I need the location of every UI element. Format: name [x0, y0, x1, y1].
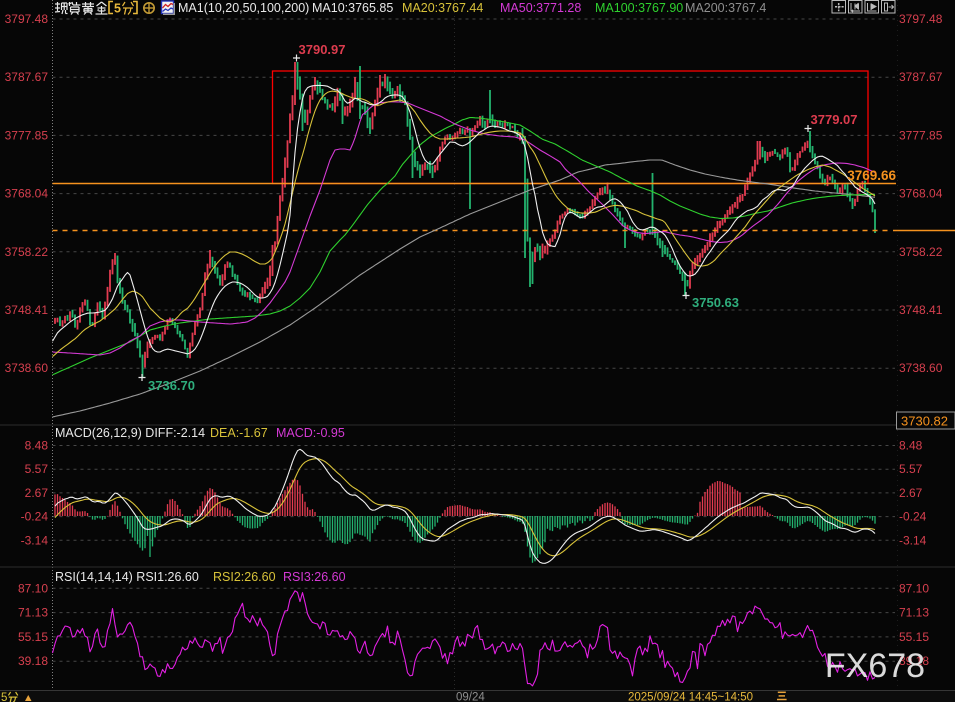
svg-text:MA200:3767.4: MA200:3767.4 [685, 1, 766, 15]
svg-text:MA100:3767.90: MA100:3767.90 [595, 1, 683, 15]
svg-text:-0.24: -0.24 [899, 510, 927, 524]
svg-text:39.18: 39.18 [899, 654, 929, 668]
svg-text:3736.70: 3736.70 [148, 378, 195, 393]
svg-text:DEA:-1.67: DEA:-1.67 [210, 426, 268, 440]
svg-text:55.15: 55.15 [899, 630, 929, 644]
svg-text:MA1(10,20,50,100,200): MA1(10,20,50,100,200) [178, 1, 309, 15]
svg-text:09/24: 09/24 [456, 692, 485, 702]
svg-text:MACD(26,12,9) DIFF:-2.14: MACD(26,12,9) DIFF:-2.14 [55, 426, 205, 440]
svg-text:8.48: 8.48 [25, 439, 49, 453]
svg-text:3768.04: 3768.04 [5, 187, 49, 201]
svg-text:2.67: 2.67 [25, 486, 49, 500]
svg-text:FX678: FX678 [825, 647, 925, 685]
svg-text:MACD:-0.95: MACD:-0.95 [276, 426, 345, 440]
svg-text:3738.60: 3738.60 [5, 361, 49, 375]
svg-text:2.67: 2.67 [899, 486, 923, 500]
svg-text:MA10:3765.85: MA10:3765.85 [312, 1, 393, 15]
svg-text:8.48: 8.48 [899, 439, 923, 453]
svg-text:87.10: 87.10 [18, 581, 48, 595]
svg-text:3768.04: 3768.04 [899, 187, 943, 201]
svg-text:RSI(14,14,14) RSI1:26.60: RSI(14,14,14) RSI1:26.60 [55, 570, 199, 584]
svg-text:3787.67: 3787.67 [899, 70, 943, 84]
svg-text:3797.48: 3797.48 [899, 12, 943, 26]
svg-text:5: 5 [1, 692, 7, 702]
svg-text:71.13: 71.13 [18, 606, 48, 620]
svg-text:3769.66: 3769.66 [847, 168, 896, 183]
svg-text:3750.63: 3750.63 [692, 295, 739, 310]
svg-text:5: 5 [114, 2, 121, 16]
svg-text:RSI2:26.60: RSI2:26.60 [213, 570, 276, 584]
svg-text:3758.22: 3758.22 [5, 245, 49, 259]
svg-text:3787.67: 3787.67 [5, 70, 49, 84]
svg-text:3738.60: 3738.60 [899, 361, 943, 375]
svg-text:3777.85: 3777.85 [899, 128, 943, 142]
svg-text:3730.82: 3730.82 [901, 414, 948, 429]
svg-text:5.57: 5.57 [25, 462, 49, 476]
svg-text:55.15: 55.15 [18, 630, 48, 644]
svg-text:3748.41: 3748.41 [899, 303, 943, 317]
svg-text:MA20:3767.44: MA20:3767.44 [402, 1, 483, 15]
svg-text:2025/09/24 14:45~14:50: 2025/09/24 14:45~14:50 [628, 692, 753, 702]
svg-text:3748.41: 3748.41 [5, 303, 49, 317]
svg-text:3777.85: 3777.85 [5, 128, 49, 142]
svg-text:-0.24: -0.24 [21, 510, 49, 524]
svg-text:-3.14: -3.14 [899, 533, 927, 547]
svg-text:MA50:3771.28: MA50:3771.28 [500, 1, 581, 15]
svg-text:3758.22: 3758.22 [899, 245, 943, 259]
svg-text:5.57: 5.57 [899, 462, 923, 476]
svg-text:-3.14: -3.14 [21, 533, 49, 547]
svg-text:3790.97: 3790.97 [299, 42, 346, 57]
svg-text:RSI3:26.60: RSI3:26.60 [283, 570, 346, 584]
svg-text:3779.07: 3779.07 [811, 112, 858, 127]
svg-text:87.10: 87.10 [899, 581, 929, 595]
svg-text:71.13: 71.13 [899, 606, 929, 620]
svg-text:39.18: 39.18 [18, 654, 48, 668]
svg-text:3797.48: 3797.48 [5, 12, 49, 26]
